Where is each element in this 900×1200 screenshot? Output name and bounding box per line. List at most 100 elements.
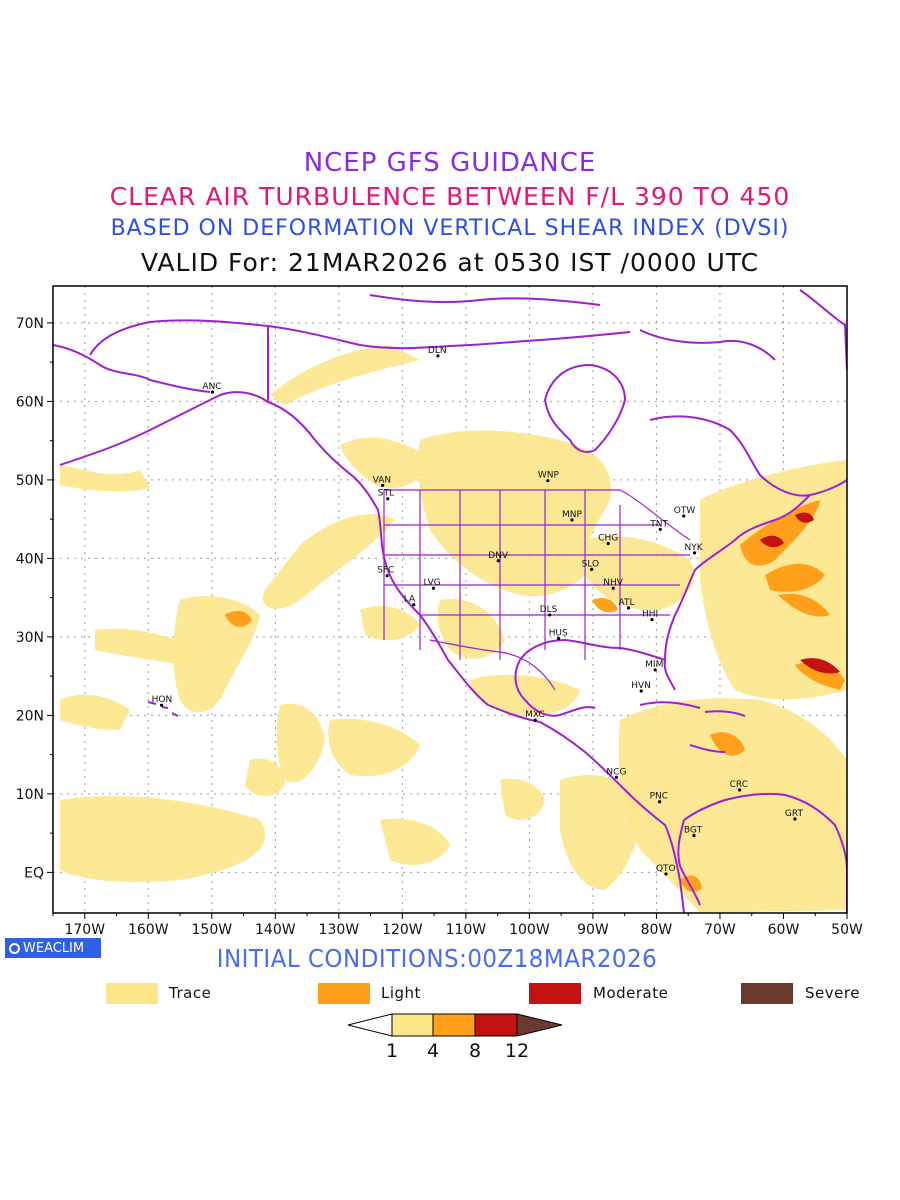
station-label: STL (378, 489, 394, 499)
station-label: NHV (603, 578, 624, 588)
lat-tick-label: 30N (16, 630, 44, 646)
station-dot (496, 559, 500, 563)
station-label: DLN (428, 346, 447, 356)
colorbar-segment-light (432, 1013, 476, 1037)
initial-conditions: INITIAL CONDITIONS:00Z18MAR2026 (216, 944, 658, 973)
station-dot (682, 514, 686, 518)
badge-label: WEACLIM (23, 940, 85, 956)
legend-label-severe: Severe (805, 984, 860, 1002)
lat-tick-label: 60N (16, 394, 44, 410)
station-dot (650, 618, 654, 622)
station-dot (658, 527, 662, 531)
legend-swatch-light (318, 983, 370, 1004)
legend-label-light: Light (381, 984, 421, 1002)
station-label: PNC (650, 792, 668, 802)
station-label: LA (404, 595, 416, 605)
lon-tick-label: 110W (446, 922, 487, 938)
colorbar-segment-moderate (474, 1013, 518, 1037)
station-dot (626, 606, 631, 610)
station-label: CRC (730, 780, 748, 790)
station-label: SFC (377, 566, 394, 576)
station-dot (664, 872, 668, 876)
station-dot (692, 551, 697, 555)
station-label: CHG (598, 533, 618, 543)
station-dot (738, 788, 742, 792)
station-dot (210, 390, 215, 394)
station-dot (412, 603, 416, 607)
station-label: ANC (202, 382, 221, 392)
station-dot (692, 833, 696, 838)
station-label: OTW (674, 506, 696, 516)
station-label: DNV (488, 551, 509, 561)
station-dot (385, 574, 389, 578)
station-label: MNP (562, 510, 582, 520)
station-dot (160, 703, 164, 707)
weaclim-badge: WEACLIM (5, 938, 101, 958)
lat-tick-label: 70N (16, 316, 44, 332)
logo-ring-icon (9, 942, 20, 954)
legend-swatch-moderate (529, 983, 581, 1004)
station-dot (639, 689, 643, 693)
station-label: GRT (785, 809, 804, 819)
station-dot (570, 518, 574, 522)
legend-swatch-trace (106, 983, 158, 1004)
legend-label-moderate: Moderate (593, 984, 669, 1002)
station-dot (590, 567, 594, 571)
chart-title: NCEP GFS GUIDANCE (303, 148, 597, 178)
station-label: SLO (582, 559, 600, 569)
station-label: HON (152, 695, 173, 705)
lon-tick-label: 60W (768, 922, 800, 938)
lon-tick-label: 100W (509, 922, 550, 938)
lon-tick-label: 90W (577, 922, 609, 938)
station-label: WNP (538, 471, 560, 481)
station-dot (431, 586, 436, 590)
station-markers: ANC DLN VAN STL WNP OTW TNT MNP CHG NYK DNV SFC SLO L… (152, 346, 804, 876)
station-dot (557, 636, 561, 641)
station-dot (533, 718, 537, 722)
station-dot (381, 483, 385, 487)
station-dot (386, 497, 390, 501)
station-dot (658, 800, 662, 804)
lon-tick-label: 80W (641, 922, 673, 938)
legend-label-trace: Trace (169, 984, 212, 1002)
colorbar-lower-arrow (347, 1013, 393, 1037)
coastlines (53, 289, 847, 913)
station-label: VAN (373, 475, 391, 485)
lat-tick-label: EQ (24, 865, 44, 881)
lon-tick-label: 50W (831, 922, 863, 938)
station-label: HVN (631, 681, 651, 691)
lon-tick-label: 170W (64, 922, 105, 938)
color-scale-bar (347, 1013, 563, 1037)
lat-tick-label: 10N (16, 787, 44, 803)
method-subtitle: BASED ON DEFORMATION VERTICAL SHEAR INDE… (110, 216, 790, 241)
station-label: BGT (684, 826, 703, 836)
lat-tick-label: 40N (16, 551, 44, 567)
station-dot (793, 817, 797, 821)
lat-tick-label: 20N (16, 708, 44, 724)
latitude-labels: 70N 60N 50N 40N 30N 20N 10N EQ (16, 316, 44, 882)
colorbar-label-12: 12 (504, 1040, 530, 1062)
lon-tick-label: 70W (704, 922, 736, 938)
station-label: QTO (656, 864, 676, 874)
map-frame (52, 285, 848, 914)
station-dot (614, 775, 619, 780)
station-label: HUS (549, 628, 568, 638)
station-label: DLS (540, 605, 558, 615)
station-label: MXC (525, 710, 545, 720)
station-label: NCG (606, 767, 626, 777)
station-label: HHI (642, 610, 658, 620)
station-dot (653, 668, 657, 672)
station-dot (606, 541, 610, 546)
lon-tick-label: 150W (192, 922, 233, 938)
station-dot (546, 479, 550, 483)
station-label: MIM (645, 660, 663, 670)
colorbar-segment-trace (391, 1013, 434, 1037)
station-label: ATL (618, 598, 634, 608)
lon-tick-label: 140W (255, 922, 296, 938)
lon-tick-label: 120W (382, 922, 423, 938)
axis-ticks (47, 322, 848, 919)
colorbar-label-8: 8 (468, 1040, 482, 1062)
chart-subtitle: CLEAR AIR TURBULENCE BETWEEN F/L 390 TO … (109, 182, 791, 211)
lat-tick-label: 50N (16, 473, 44, 489)
